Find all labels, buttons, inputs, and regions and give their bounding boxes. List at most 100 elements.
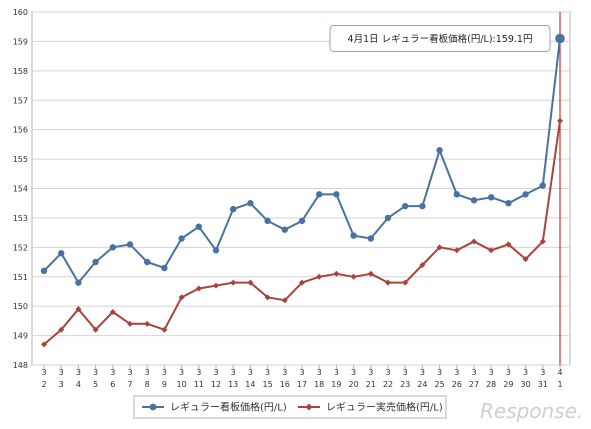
x-tick-month: 3 <box>59 368 64 377</box>
x-tick-month: 3 <box>420 368 425 377</box>
x-tick-day: 25 <box>435 380 445 389</box>
series-0-point <box>109 244 117 251</box>
series-1-point <box>557 117 563 124</box>
y-tick-label: 154 <box>13 185 28 194</box>
x-tick-month: 3 <box>523 368 528 377</box>
legend: レギュラー看板価格(円/L) レギュラー実売価格(円/L) <box>133 395 447 419</box>
series-markers <box>40 33 565 348</box>
x-tick-day: 13 <box>228 380 238 389</box>
x-tick-month: 3 <box>506 368 511 377</box>
series-1-point <box>436 244 443 251</box>
y-axis-ticks: 148 149 150 151 152 153 154 155 156 157 158 159 160 <box>13 8 28 370</box>
series-1-point <box>281 297 288 304</box>
series-1-point <box>264 294 271 301</box>
series-0-point <box>212 247 220 254</box>
x-tick-day: 20 <box>349 380 359 389</box>
series-1-point <box>471 238 477 245</box>
x-tick-month: 3 <box>351 368 356 377</box>
x-tick-month: 3 <box>145 368 150 377</box>
y-tick-label: 158 <box>13 67 28 76</box>
series-0-point <box>126 241 134 248</box>
x-tick-day: 30 <box>521 380 531 389</box>
series-1-point <box>522 256 529 263</box>
x-tick-day: 19 <box>331 380 341 389</box>
legend-box <box>133 395 447 419</box>
value-callout: 4月1日 レギュラー看板価格(円/L):159.1円 <box>329 24 551 52</box>
x-tick-day: 23 <box>400 380 410 389</box>
series-1-point <box>402 279 409 286</box>
x-tick-month: 3 <box>110 368 115 377</box>
x-tick-month: 3 <box>213 368 218 377</box>
x-tick-month: 3 <box>127 368 132 377</box>
series-0-point <box>178 235 185 242</box>
y-tick-label: 150 <box>13 302 28 311</box>
series-0-point <box>522 191 529 198</box>
x-tick-day: 10 <box>177 380 187 389</box>
series-0-point <box>195 223 202 230</box>
series-1-point <box>127 320 133 327</box>
series-1-point <box>195 285 202 292</box>
series-1-point <box>109 309 116 316</box>
x-tick-day: 29 <box>503 380 513 389</box>
series-1-point <box>299 279 305 286</box>
x-tick-day: 4 <box>76 380 81 389</box>
x-tick-day: 14 <box>245 380 255 389</box>
y-tick-label: 157 <box>13 96 28 105</box>
y-tick-label: 155 <box>13 155 28 164</box>
legend-label: レギュラー実売価格(円/L) <box>326 401 443 414</box>
x-tick-month: 3 <box>41 368 46 377</box>
series-1-point <box>453 247 460 254</box>
series-0-point <box>333 191 340 198</box>
x-tick-month: 3 <box>231 368 236 377</box>
series-1-point <box>92 326 99 333</box>
x-axis-ticks: 3233343536373839310311312313314315316317… <box>41 365 563 389</box>
x-tick-day: 18 <box>314 380 324 389</box>
series-0-point <box>281 226 288 233</box>
x-tick-day: 26 <box>452 380 462 389</box>
x-tick-month: 3 <box>162 368 167 377</box>
series-1-point <box>488 247 495 254</box>
legend-swatch-marker <box>305 403 313 411</box>
x-tick-day: 15 <box>263 380 273 389</box>
x-tick-month: 3 <box>196 368 201 377</box>
series-0-point <box>40 267 48 275</box>
x-tick-day: 24 <box>417 380 427 389</box>
x-tick-month: 3 <box>248 368 253 377</box>
series-1-point <box>41 341 47 348</box>
x-tick-day: 12 <box>211 380 221 389</box>
watermark-text: Response. <box>480 399 583 423</box>
legend-swatch-marker <box>149 403 157 411</box>
series-0-point <box>298 217 306 225</box>
series-1-point <box>419 261 426 268</box>
series-1-point <box>58 326 65 333</box>
y-tick-label: 156 <box>13 126 28 135</box>
grid-lines <box>32 11 570 366</box>
x-tick-month: 3 <box>540 368 545 377</box>
series-0-point <box>247 200 254 207</box>
callout-text: 4月1日 レギュラー看板価格(円/L):159.1円 <box>348 33 533 45</box>
series-1-point <box>367 270 374 277</box>
x-tick-day: 8 <box>145 380 150 389</box>
watermark: Response. <box>480 399 583 423</box>
series-0-point <box>144 258 151 266</box>
series-1-point <box>230 279 237 286</box>
series-1-point <box>75 306 82 313</box>
y-tick-label: 152 <box>13 243 28 252</box>
x-tick-day: 7 <box>127 380 132 389</box>
x-tick-month: 3 <box>334 368 339 377</box>
x-tick-month: 3 <box>368 368 373 377</box>
x-tick-month: 3 <box>437 368 442 377</box>
x-tick-month: 3 <box>317 368 322 377</box>
series-0-point <box>350 232 357 239</box>
x-tick-day: 2 <box>41 380 46 389</box>
series-0-point <box>75 279 82 286</box>
x-tick-month: 3 <box>489 368 494 377</box>
series-0-point <box>419 202 426 210</box>
series-0-point <box>384 214 392 222</box>
y-tick-label: 159 <box>13 37 28 46</box>
x-tick-day: 22 <box>383 380 393 389</box>
series-1-point <box>161 326 168 333</box>
x-tick-day: 9 <box>162 380 167 389</box>
x-tick-month: 3 <box>299 368 304 377</box>
